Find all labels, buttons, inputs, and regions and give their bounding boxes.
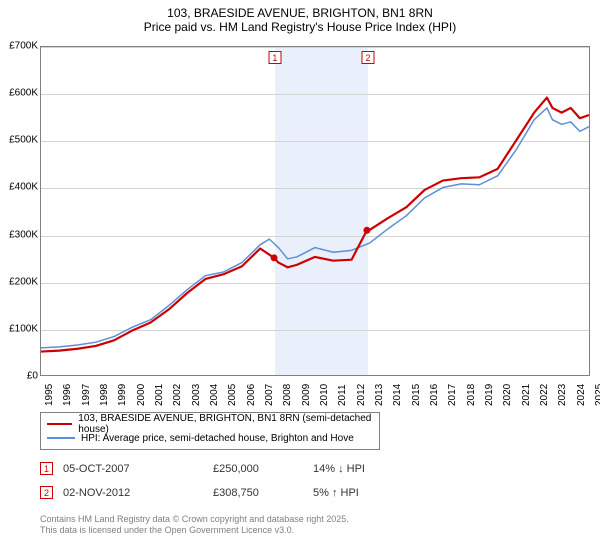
y-axis-label: £200K — [0, 276, 38, 287]
chart-marker-1: 1 — [268, 51, 281, 64]
x-axis-label: 2017 — [447, 384, 458, 406]
x-axis-label: 1995 — [44, 384, 55, 406]
x-axis-label: 2011 — [337, 384, 348, 406]
series-price_paid — [41, 98, 589, 352]
footnote-line-2: This data is licensed under the Open Gov… — [40, 525, 349, 536]
y-axis-label: £0 — [0, 371, 38, 382]
legend-swatch-hpi — [47, 437, 75, 439]
title-line-1: 103, BRAESIDE AVENUE, BRIGHTON, BN1 8RN — [0, 6, 600, 20]
x-axis-label: 2006 — [246, 384, 257, 406]
legend-swatch-price-paid — [47, 423, 72, 426]
x-axis-label: 2015 — [411, 384, 422, 406]
sale-marker-2: 2 — [40, 486, 53, 499]
x-axis-label: 2001 — [154, 384, 165, 406]
x-axis-label: 2012 — [356, 384, 367, 406]
x-axis-label: 2016 — [429, 384, 440, 406]
footnote: Contains HM Land Registry data © Crown c… — [40, 514, 349, 536]
sale-row-1: 1 05-OCT-2007 £250,000 14% ↓ HPI — [40, 462, 433, 475]
chart-title: 103, BRAESIDE AVENUE, BRIGHTON, BN1 8RN … — [0, 0, 600, 38]
x-axis-label: 2021 — [521, 384, 532, 406]
x-axis-label: 2000 — [136, 384, 147, 406]
sale-diff-1: 14% ↓ HPI — [313, 463, 433, 475]
legend-row-price-paid: 103, BRAESIDE AVENUE, BRIGHTON, BN1 8RN … — [47, 417, 373, 431]
series-hpi — [41, 108, 589, 348]
x-axis-label: 2024 — [576, 384, 587, 406]
x-axis-label: 2002 — [172, 384, 183, 406]
x-axis-label: 2025 — [594, 384, 600, 406]
sale-row-2: 2 02-NOV-2012 £308,750 5% ↑ HPI — [40, 486, 433, 499]
y-axis-label: £600K — [0, 88, 38, 99]
x-axis-label: 2008 — [282, 384, 293, 406]
x-axis-label: 1997 — [81, 384, 92, 406]
y-axis-label: £700K — [0, 41, 38, 52]
chart-marker-2: 2 — [362, 51, 375, 64]
sale-price-2: £308,750 — [213, 487, 313, 499]
legend-row-hpi: HPI: Average price, semi-detached house,… — [47, 431, 373, 445]
x-axis-label: 2009 — [301, 384, 312, 406]
y-axis-label: £300K — [0, 229, 38, 240]
title-line-2: Price paid vs. HM Land Registry's House … — [0, 20, 600, 34]
sale-date-2: 02-NOV-2012 — [63, 487, 213, 499]
sale-price-1: £250,000 — [213, 463, 313, 475]
legend: 103, BRAESIDE AVENUE, BRIGHTON, BN1 8RN … — [40, 412, 380, 450]
legend-label-hpi: HPI: Average price, semi-detached house,… — [81, 433, 354, 444]
chart-lines — [41, 47, 589, 375]
x-axis-label: 2007 — [264, 384, 275, 406]
sale-diff-2: 5% ↑ HPI — [313, 487, 433, 499]
sale-marker-1: 1 — [40, 462, 53, 475]
x-axis-label: 2018 — [466, 384, 477, 406]
x-axis-label: 1996 — [62, 384, 73, 406]
x-axis-label: 2022 — [539, 384, 550, 406]
y-axis-label: £500K — [0, 135, 38, 146]
sale-date-1: 05-OCT-2007 — [63, 463, 213, 475]
y-axis-label: £400K — [0, 182, 38, 193]
x-axis-label: 2013 — [374, 384, 385, 406]
x-axis-label: 2003 — [191, 384, 202, 406]
x-axis-label: 2010 — [319, 384, 330, 406]
root: 103, BRAESIDE AVENUE, BRIGHTON, BN1 8RN … — [0, 0, 600, 560]
footnote-line-1: Contains HM Land Registry data © Crown c… — [40, 514, 349, 525]
sale-point-2 — [363, 227, 370, 234]
x-axis-label: 2014 — [392, 384, 403, 406]
chart-plot-area: 12 — [40, 46, 590, 376]
x-axis-label: 2004 — [209, 384, 220, 406]
x-axis-label: 2023 — [557, 384, 568, 406]
x-axis-label: 1999 — [117, 384, 128, 406]
y-axis-label: £100K — [0, 323, 38, 334]
x-axis-label: 2005 — [227, 384, 238, 406]
x-axis-label: 1998 — [99, 384, 110, 406]
sale-point-1 — [271, 254, 278, 261]
x-axis-label: 2020 — [502, 384, 513, 406]
x-axis-label: 2019 — [484, 384, 495, 406]
